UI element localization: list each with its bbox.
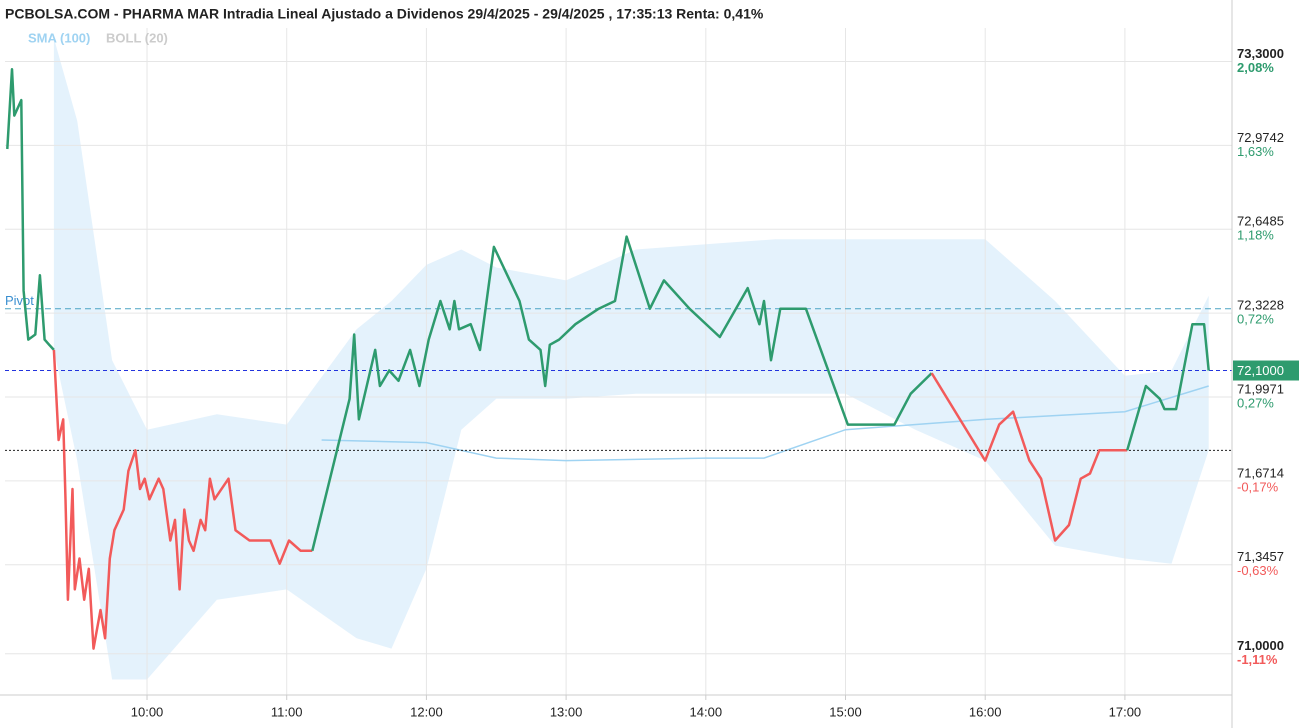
x-tick-label: 15:00 — [829, 704, 862, 719]
pivot-label: Pivot — [5, 293, 34, 308]
chart-title: PCBOLSA.COM - PHARMA MAR Intradia Lineal… — [5, 6, 764, 22]
legend-sma: SMA (100) — [28, 30, 90, 45]
x-tick-label: 17:00 — [1109, 704, 1142, 719]
y-tick-label: 71,9971 — [1237, 381, 1284, 396]
price-line — [930, 372, 1128, 542]
price-line — [1125, 322, 1210, 451]
price-line — [52, 349, 313, 650]
last-price-label: 72,1000 — [1237, 363, 1284, 378]
y-tick-label: 71,3457 — [1237, 549, 1284, 564]
y-tick-percent: -0,63% — [1237, 563, 1279, 578]
y-tick-percent: 1,63% — [1237, 144, 1274, 159]
x-tick-label: 13:00 — [550, 704, 583, 719]
y-tick-percent: 0,27% — [1237, 395, 1274, 410]
y-tick-label: 72,3228 — [1237, 298, 1284, 313]
x-tick-label: 12:00 — [410, 704, 443, 719]
x-tick-label: 11:00 — [271, 704, 303, 719]
last-price-box — [1233, 360, 1299, 381]
y-tick-label: 73,3000 — [1237, 46, 1284, 61]
x-tick-label: 16:00 — [969, 704, 1002, 719]
y-tick-percent: -0,17% — [1237, 479, 1279, 494]
y-tick-percent: 0,72% — [1237, 312, 1274, 327]
bollinger-band — [53, 38, 1209, 680]
y-tick-percent: 2,08% — [1237, 60, 1274, 75]
price-line — [311, 235, 933, 552]
y-tick-label: 72,9742 — [1237, 130, 1284, 145]
x-tick-label: 10:00 — [131, 704, 164, 719]
y-tick-label: 71,0000 — [1237, 638, 1284, 653]
x-tick-label: 14:00 — [690, 704, 723, 719]
y-tick-label: 72,6485 — [1237, 214, 1284, 229]
price-line — [6, 67, 55, 351]
y-tick-label: 71,6714 — [1237, 465, 1284, 480]
legend-boll: BOLL (20) — [106, 30, 168, 45]
y-tick-percent: 1,18% — [1237, 228, 1274, 243]
y-tick-percent: -1,11% — [1237, 652, 1278, 667]
